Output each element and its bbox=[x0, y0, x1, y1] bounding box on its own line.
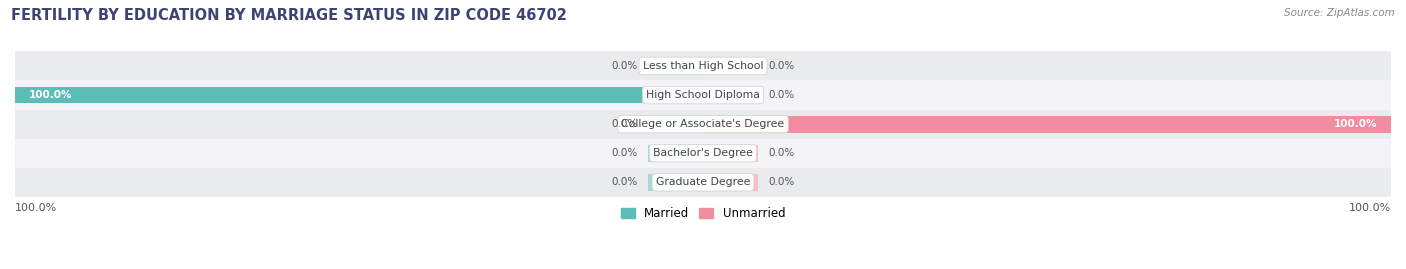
Text: 100.0%: 100.0% bbox=[1348, 203, 1391, 213]
Legend: Married, Unmarried: Married, Unmarried bbox=[616, 203, 790, 225]
Text: 0.0%: 0.0% bbox=[768, 177, 794, 187]
Text: Source: ZipAtlas.com: Source: ZipAtlas.com bbox=[1284, 8, 1395, 18]
Bar bbox=[15, 109, 1391, 139]
Text: 100.0%: 100.0% bbox=[1334, 119, 1378, 129]
Text: 0.0%: 0.0% bbox=[768, 61, 794, 71]
Bar bbox=[648, 145, 703, 162]
Text: 0.0%: 0.0% bbox=[768, 148, 794, 158]
Text: 0.0%: 0.0% bbox=[612, 177, 638, 187]
Bar bbox=[648, 58, 703, 75]
Text: 0.0%: 0.0% bbox=[768, 90, 794, 100]
Text: College or Associate's Degree: College or Associate's Degree bbox=[621, 119, 785, 129]
Text: 0.0%: 0.0% bbox=[612, 61, 638, 71]
Bar bbox=[15, 51, 1391, 80]
Bar bbox=[15, 80, 1391, 109]
Bar bbox=[648, 174, 703, 191]
Bar bbox=[703, 116, 1391, 133]
Bar bbox=[15, 139, 1391, 168]
Text: High School Diploma: High School Diploma bbox=[647, 90, 759, 100]
Text: FERTILITY BY EDUCATION BY MARRIAGE STATUS IN ZIP CODE 46702: FERTILITY BY EDUCATION BY MARRIAGE STATU… bbox=[11, 8, 567, 23]
Bar bbox=[703, 58, 758, 75]
Bar bbox=[703, 174, 758, 191]
Text: Graduate Degree: Graduate Degree bbox=[655, 177, 751, 187]
Bar bbox=[648, 116, 703, 133]
Text: 100.0%: 100.0% bbox=[15, 203, 58, 213]
Bar bbox=[703, 87, 758, 104]
Text: Bachelor's Degree: Bachelor's Degree bbox=[652, 148, 754, 158]
Bar bbox=[15, 168, 1391, 197]
Text: 100.0%: 100.0% bbox=[28, 90, 72, 100]
Text: 0.0%: 0.0% bbox=[612, 148, 638, 158]
Text: Less than High School: Less than High School bbox=[643, 61, 763, 71]
Text: 0.0%: 0.0% bbox=[612, 119, 638, 129]
Bar bbox=[703, 145, 758, 162]
Bar bbox=[15, 87, 703, 104]
